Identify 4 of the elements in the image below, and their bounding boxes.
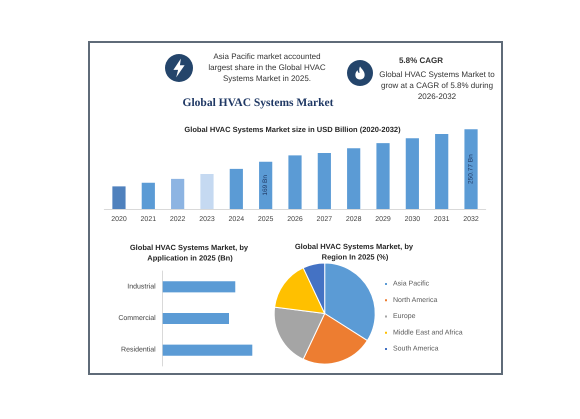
text: 5.8% CAGR	[398, 55, 444, 66]
text: Global HVAC Systems Market to grow at a CAGR of 5.8% during 2026-2032	[378, 68, 496, 102]
text: Global HVAC Systems Market	[182, 96, 334, 110]
text: Asia Pacific market accounted largest share in the Global HVAC Systems Market in 2025.	[207, 50, 327, 84]
